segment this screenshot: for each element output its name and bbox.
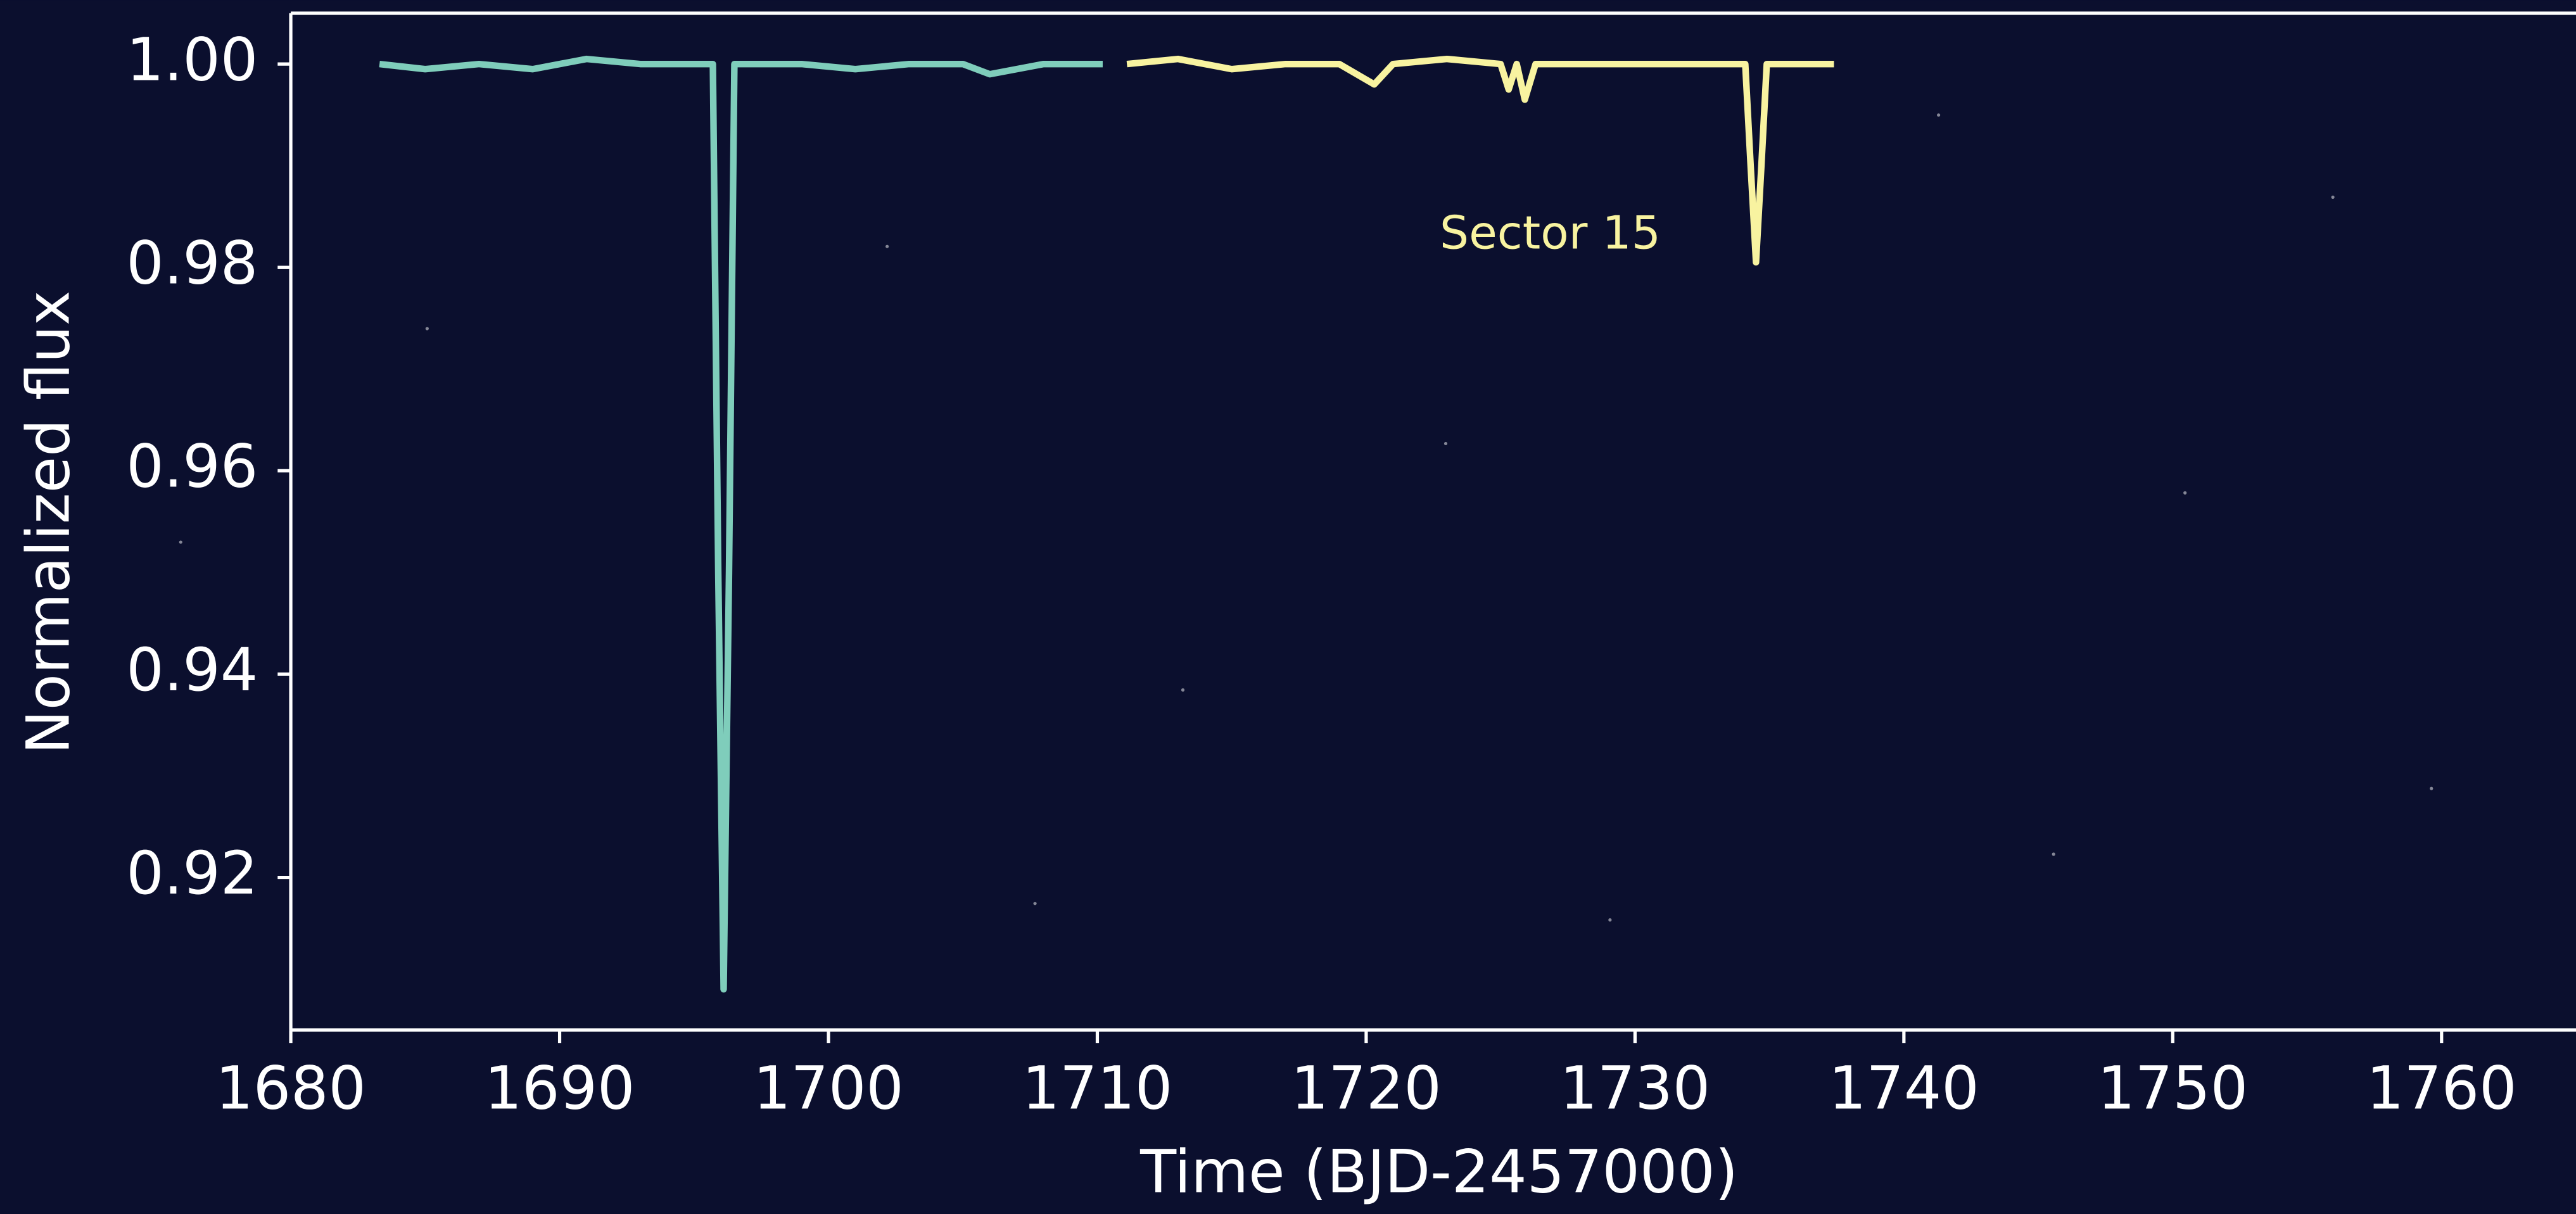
- x-tick-label: 1730: [1560, 1054, 1711, 1123]
- x-axis-label: Time (BJD-2457000): [1139, 1138, 1738, 1207]
- page: {"chart_data": { "type": "line", "xlabel…: [0, 0, 2576, 1214]
- y-tick-label: 0.92: [126, 839, 258, 908]
- x-tick-label: 1750: [2098, 1054, 2249, 1123]
- x-tick-label: 1700: [753, 1054, 904, 1123]
- x-tick-label: 1720: [1291, 1054, 1442, 1123]
- x-tick-label: 1740: [1829, 1054, 1979, 1123]
- x-tick-label: 1710: [1022, 1054, 1173, 1123]
- background: [0, 0, 2576, 1214]
- annotation: Sector 15: [1440, 207, 1661, 260]
- y-axis-label: Normalized flux: [14, 291, 83, 754]
- x-tick-label: 1760: [2366, 1054, 2517, 1123]
- chart: Time (BJD-2457000) Normalized flux 0.92 0…: [0, 0, 2576, 1214]
- y-tick-label: 1.00: [126, 26, 258, 95]
- x-tick-label: 1680: [215, 1054, 366, 1123]
- y-tick-label: 0.96: [126, 433, 258, 502]
- x-tick-label: 1690: [485, 1054, 635, 1123]
- y-tick-label: 0.94: [126, 636, 258, 705]
- y-tick-label: 0.98: [126, 229, 258, 298]
